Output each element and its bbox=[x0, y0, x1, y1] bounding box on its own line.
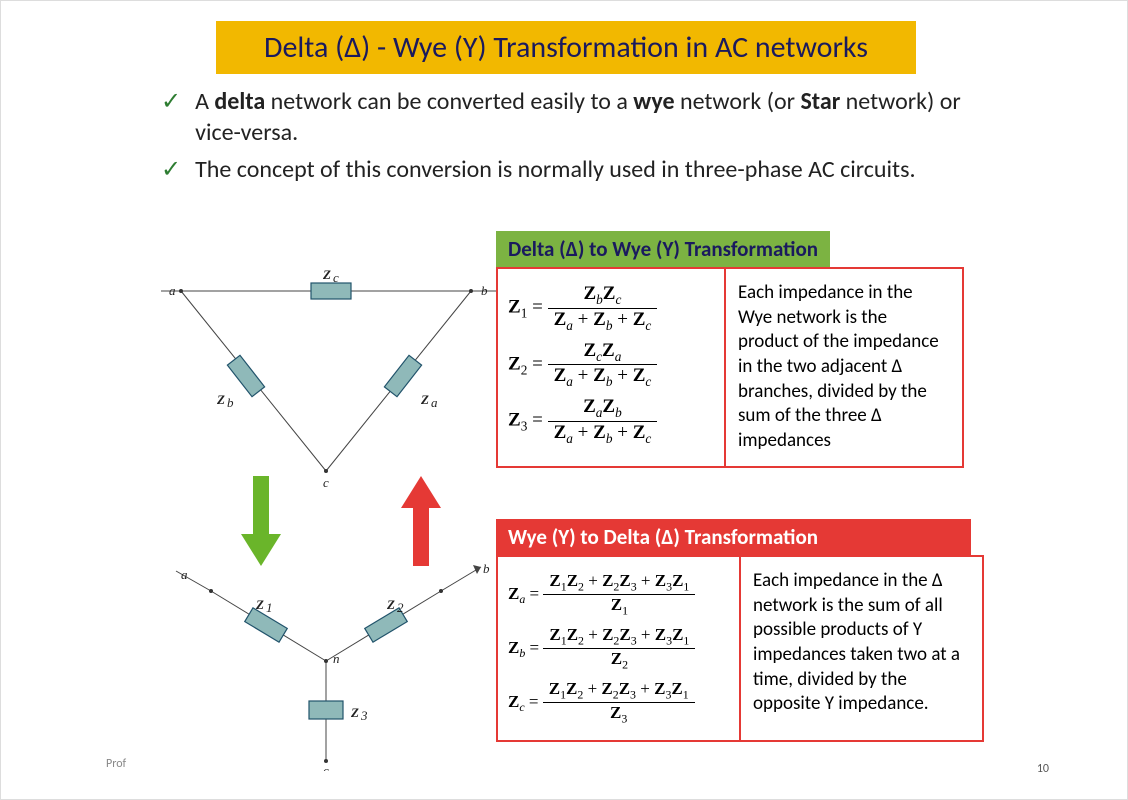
delta-to-wye-section: Delta (Δ) to Wye (Y) Transformation Z1 =… bbox=[496, 231, 964, 468]
slide: Delta (Δ) - Wye (Y) Transformation in AC… bbox=[61, 11, 1071, 781]
svg-text:Z: Z bbox=[350, 705, 359, 720]
svg-text:Z: Z bbox=[420, 392, 429, 407]
svg-text:c: c bbox=[323, 763, 329, 771]
svg-text:c: c bbox=[323, 475, 329, 490]
svg-text:n: n bbox=[333, 651, 340, 666]
svg-text:b: b bbox=[481, 283, 488, 298]
wye-to-delta-section: Wye (Y) to Delta (Δ) Transformation Za =… bbox=[496, 519, 984, 742]
svg-text:a: a bbox=[181, 567, 188, 582]
svg-text:Z: Z bbox=[322, 267, 331, 282]
delta-wye-diagram: a b c Zc Zb Za a b n c Z1 bbox=[151, 261, 521, 771]
svg-text:Z: Z bbox=[216, 392, 225, 407]
delta-wye-formulas: Z1 = ZbZcZa + Zb + Zc Z2 = ZcZaZa + Zb +… bbox=[496, 267, 726, 468]
check-icon: ✓ bbox=[161, 86, 181, 117]
section-header-green: Delta (Δ) to Wye (Y) Transformation bbox=[496, 231, 830, 267]
arrow-up-icon bbox=[401, 476, 441, 566]
svg-text:Z: Z bbox=[255, 597, 264, 612]
svg-text:b: b bbox=[227, 395, 234, 410]
svg-text:b: b bbox=[483, 561, 490, 576]
section-header-red: Wye (Y) to Delta (Δ) Transformation bbox=[496, 519, 971, 555]
arrow-down-icon bbox=[241, 476, 281, 566]
svg-text:c: c bbox=[333, 270, 339, 285]
footer-credit: Prof bbox=[106, 757, 126, 771]
bullet-list: ✓ A delta network can be converted easil… bbox=[161, 86, 961, 186]
delta-wye-desc: Each impedance in the Wye network is the… bbox=[724, 267, 964, 468]
bullet-text: The concept of this conversion is normal… bbox=[195, 154, 915, 185]
svg-text:Z: Z bbox=[386, 597, 395, 612]
bullet-text: A delta network can be converted easily … bbox=[195, 86, 961, 148]
svg-text:a: a bbox=[431, 395, 438, 410]
svg-text:3: 3 bbox=[360, 708, 368, 723]
page-number: 10 bbox=[1037, 762, 1049, 776]
svg-text:1: 1 bbox=[266, 600, 273, 615]
equation: Z3 = ZaZbZa + Zb + Zc bbox=[508, 396, 714, 447]
wye-delta-desc: Each impedance in the Δ network is the s… bbox=[739, 555, 984, 742]
check-icon: ✓ bbox=[161, 154, 181, 185]
equation: Z2 = ZcZaZa + Zb + Zc bbox=[508, 340, 714, 391]
bullet-item: ✓ A delta network can be converted easil… bbox=[161, 86, 961, 148]
bullet-item: ✓ The concept of this conversion is norm… bbox=[161, 154, 961, 185]
page-title: Delta (Δ) - Wye (Y) Transformation in AC… bbox=[216, 21, 916, 74]
svg-text:a: a bbox=[169, 283, 176, 298]
svg-text:2: 2 bbox=[397, 600, 404, 615]
equation: Za = Z1Z2 + Z2Z3 + Z3Z1Z1 bbox=[508, 571, 729, 619]
equation: Zc = Z1Z2 + Z2Z3 + Z3Z1Z3 bbox=[508, 679, 729, 727]
equation: Zb = Z1Z2 + Z2Z3 + Z3Z1Z2 bbox=[508, 625, 729, 673]
equation: Z1 = ZbZcZa + Zb + Zc bbox=[508, 283, 714, 334]
wye-delta-formulas: Za = Z1Z2 + Z2Z3 + Z3Z1Z1 Zb = Z1Z2 + Z2… bbox=[496, 555, 741, 742]
